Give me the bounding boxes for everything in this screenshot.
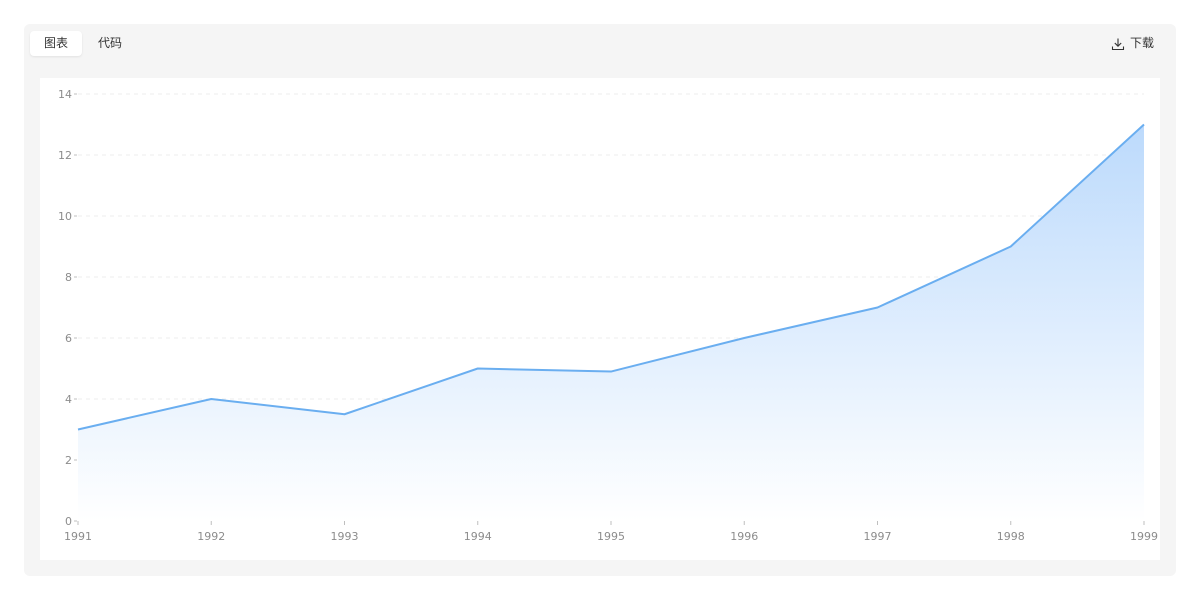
series-line bbox=[77, 123, 1145, 431]
tab-chart[interactable]: 图表 bbox=[30, 31, 82, 56]
x-tick-label: 1997 bbox=[864, 530, 892, 543]
area-chart: 0 2 4 6 8 10 12 14 1991 1992 1993 1994 1995 1996 1997 1… bbox=[58, 88, 1158, 543]
y-tick-label: 6 bbox=[65, 332, 72, 345]
toolbar: 图表 代码 下载 bbox=[24, 24, 1176, 62]
x-tick-label: 1995 bbox=[597, 530, 625, 543]
y-tick-label: 0 bbox=[65, 515, 72, 528]
x-tick-label: 1991 bbox=[64, 530, 92, 543]
chart-panel: 图表 代码 下载 0 2 4 6 8 10 12 14 1991 1992 1993 1994 1995… bbox=[24, 24, 1176, 576]
tab-code[interactable]: 代码 bbox=[97, 36, 122, 50]
x-tick-label: 1993 bbox=[331, 530, 359, 543]
y-tick-label: 12 bbox=[58, 149, 72, 162]
download-icon bbox=[1111, 38, 1125, 50]
series-area bbox=[78, 124, 1144, 521]
y-tick-label: 14 bbox=[58, 88, 72, 101]
x-tick-label: 1992 bbox=[197, 530, 225, 543]
chart-area: 0 2 4 6 8 10 12 14 1991 1992 1993 1994 1995 1996 1997 1… bbox=[40, 78, 1160, 560]
x-tick-label: 1998 bbox=[997, 530, 1025, 543]
x-tick-label: 1999 bbox=[1130, 530, 1158, 543]
download-button[interactable]: 下载 bbox=[1111, 31, 1154, 56]
y-tick-label: 2 bbox=[65, 454, 72, 467]
x-tick-label: 1996 bbox=[730, 530, 758, 543]
x-tick-label: 1994 bbox=[464, 530, 492, 543]
y-tick-label: 8 bbox=[65, 271, 72, 284]
download-label: 下载 bbox=[1129, 36, 1154, 50]
y-tick-label: 4 bbox=[65, 393, 72, 406]
y-tick-label: 10 bbox=[58, 210, 72, 223]
